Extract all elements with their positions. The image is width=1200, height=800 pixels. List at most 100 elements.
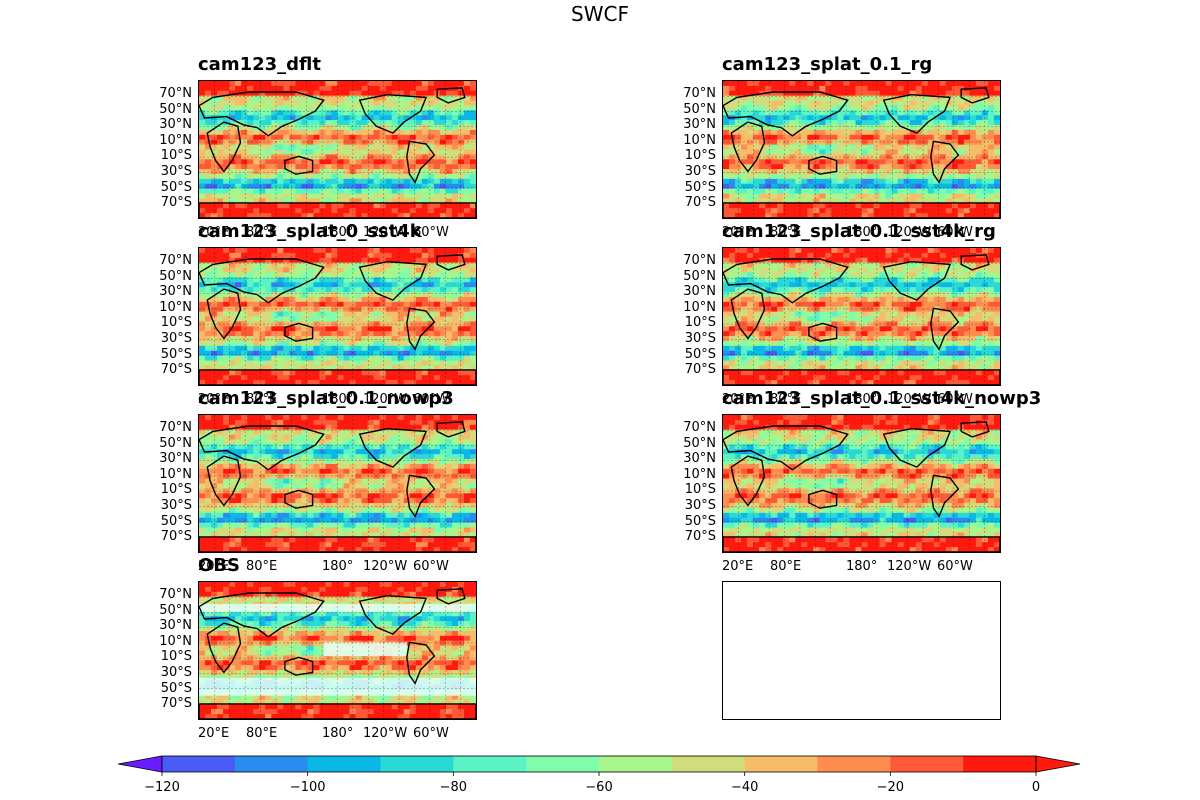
- field-cell: [211, 296, 218, 303]
- field-cell: [933, 164, 941, 170]
- field-cell: [837, 287, 845, 293]
- field-cell: [837, 203, 845, 209]
- field-cell: [259, 350, 266, 357]
- field-cell: [409, 81, 417, 87]
- field-cell: [795, 208, 802, 214]
- field-cell: [289, 198, 296, 204]
- field-cell: [987, 115, 995, 121]
- field-cell: [849, 213, 857, 218]
- field-cell: [879, 134, 887, 141]
- field-cell: [199, 173, 206, 180]
- field-cell: [235, 85, 242, 92]
- field-cell: [385, 85, 393, 92]
- field-cell: [843, 85, 851, 92]
- field-cell: [855, 100, 863, 107]
- field-cell: [915, 340, 923, 347]
- field-cell: [771, 316, 778, 322]
- field-cell: [217, 144, 224, 151]
- field-cell: [361, 292, 369, 298]
- field-cell: [457, 331, 465, 337]
- field-cell: [319, 360, 327, 367]
- field-cell: [439, 149, 447, 155]
- field-cell: [433, 350, 441, 357]
- field-cell: [451, 203, 459, 209]
- field-cell: [903, 125, 911, 131]
- field-cell: [373, 370, 381, 376]
- field-cell: [343, 203, 351, 209]
- field-cell: [753, 213, 760, 218]
- field-cell: [283, 306, 290, 313]
- field-cell: [247, 85, 254, 92]
- field-cell: [391, 380, 399, 385]
- field-cell: [259, 100, 266, 107]
- field-cell: [271, 125, 278, 131]
- field-cell: [807, 183, 814, 190]
- field-cell: [295, 267, 302, 274]
- field-cell: [397, 277, 405, 283]
- field-cell: [253, 272, 260, 278]
- field-cell: [265, 100, 272, 107]
- field-cell: [427, 296, 435, 303]
- field-cell: [915, 129, 923, 136]
- field-cell: [445, 355, 453, 362]
- field-cell: [777, 296, 784, 303]
- field-cell: [867, 306, 875, 313]
- field-cell: [861, 129, 869, 136]
- field-cell: [759, 173, 766, 180]
- field-cell: [361, 173, 369, 180]
- field-cell: [235, 198, 242, 204]
- field-cell: [283, 134, 290, 141]
- field-cell: [747, 277, 754, 283]
- field-cell: [331, 203, 339, 209]
- field-cell: [807, 100, 814, 107]
- field-cell: [331, 149, 339, 155]
- field-cell: [319, 125, 327, 131]
- field-cell: [331, 326, 339, 332]
- field-cell: [885, 272, 893, 278]
- field-cell: [831, 115, 839, 121]
- field-cell: [325, 139, 333, 146]
- field-cell: [415, 345, 423, 352]
- field-cell: [759, 105, 766, 111]
- field-cell: [771, 262, 778, 269]
- field-cell: [439, 350, 447, 357]
- field-cell: [241, 252, 248, 259]
- field-cell: [879, 331, 887, 337]
- field-cell: [289, 248, 296, 254]
- field-cell: [277, 257, 284, 264]
- field-cell: [819, 120, 826, 126]
- field-cell: [939, 159, 947, 165]
- field-cell: [843, 272, 851, 278]
- field-cell: [765, 336, 772, 342]
- field-cell: [741, 301, 748, 308]
- field-cell: [307, 129, 315, 136]
- field-cell: [229, 326, 236, 332]
- field-cell: [289, 311, 296, 318]
- field-cell: [867, 203, 875, 209]
- field-cell: [861, 336, 869, 342]
- field-cell: [241, 120, 248, 126]
- field-cell: [355, 95, 363, 102]
- field-cell: [765, 213, 772, 218]
- field-cell: [903, 81, 911, 87]
- field-cell: [301, 164, 308, 170]
- field-cell: [337, 331, 345, 337]
- field-cell: [271, 203, 278, 209]
- field-cell: [723, 296, 730, 303]
- field-cell: [753, 149, 760, 155]
- field-cell: [807, 267, 814, 274]
- field-cell: [783, 120, 790, 126]
- field-cell: [397, 110, 405, 116]
- field-cell: [771, 345, 778, 352]
- field-cell: [367, 292, 375, 298]
- field-cell: [343, 370, 351, 376]
- field-cell: [445, 213, 453, 218]
- field-cell: [933, 345, 941, 352]
- field-cell: [747, 159, 754, 165]
- field-cell: [969, 311, 977, 318]
- field-cell: [439, 81, 447, 87]
- field-cell: [247, 345, 254, 352]
- field-cell: [337, 370, 345, 376]
- field-cell: [807, 345, 814, 352]
- field-cell: [211, 85, 218, 92]
